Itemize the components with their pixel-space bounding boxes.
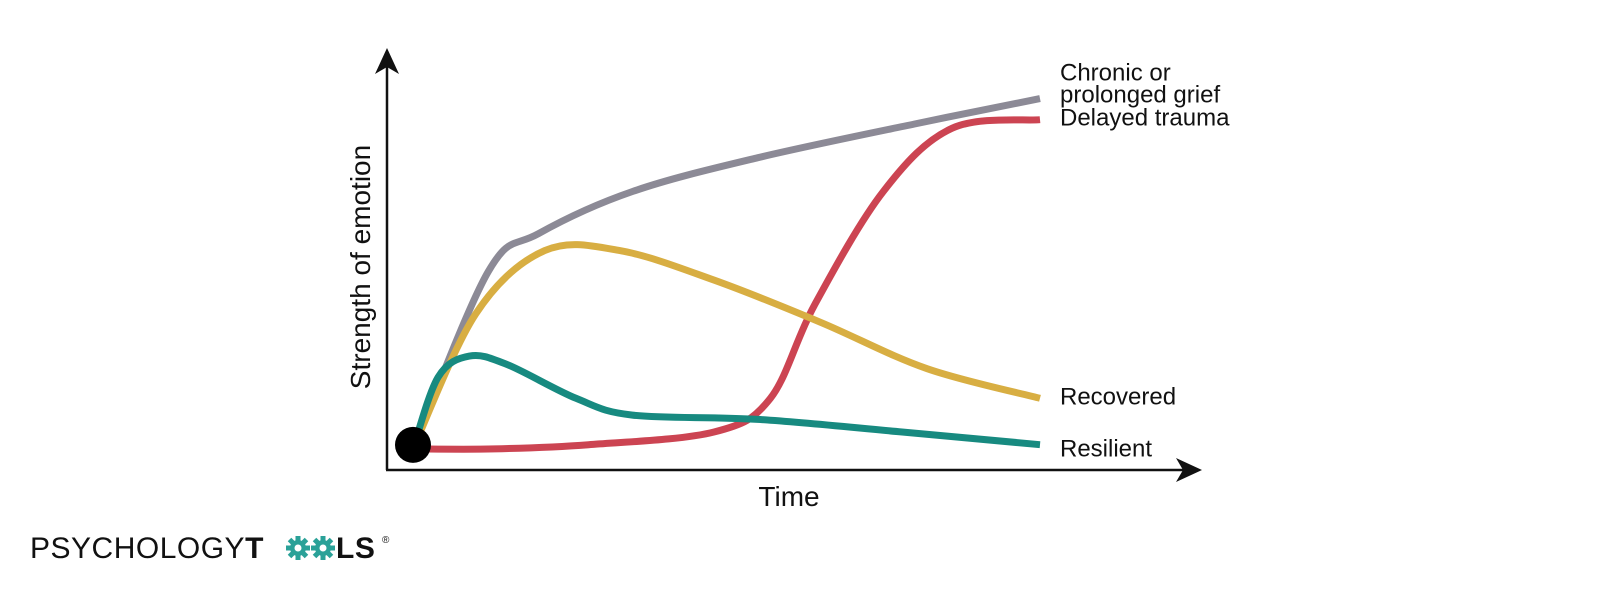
logo-text: PSYCHOLOGYT [30, 532, 264, 565]
series-label-line: prolonged grief [1060, 82, 1220, 109]
logo-text-psychology: PSYCHOLOGY [30, 532, 245, 565]
logo-text-t: T [245, 532, 264, 565]
series-line-resilient [409, 352, 1041, 451]
series-line-chronic-or-prolonged-grief [409, 95, 1041, 451]
series-label-resilient: Resilient [1060, 436, 1152, 463]
x-axis-title: Time [758, 481, 819, 512]
psychology-tools-logo: PSYCHOLOGYT LS ® [30, 532, 390, 565]
series-label-recovered: Recovered [1060, 383, 1176, 410]
x-axis-arrow-icon [1176, 458, 1202, 482]
series-label-line: Resilient [1060, 436, 1152, 463]
y-axis-title: Strength of emotion [345, 145, 376, 389]
logo-text-ls: LS [336, 532, 375, 565]
series-label-line: Recovered [1060, 383, 1176, 410]
series-line-recovered [409, 241, 1041, 451]
gear-icon [311, 536, 335, 560]
series-label-delayed-trauma: Delayed trauma [1060, 105, 1230, 132]
series-label-chronic-or-prolonged-grief: Chronic or prolonged grief [1060, 60, 1220, 109]
series-label-line: Chronic or [1060, 60, 1171, 87]
gear-icon [286, 536, 310, 560]
axes [375, 48, 1202, 482]
series-layer [409, 95, 1041, 453]
series-line-delayed-trauma [412, 116, 1041, 453]
start-point-marker [395, 426, 431, 463]
series-label-line: Delayed trauma [1060, 105, 1230, 132]
y-axis-arrow-icon [375, 48, 399, 74]
registered-mark: ® [382, 535, 390, 546]
